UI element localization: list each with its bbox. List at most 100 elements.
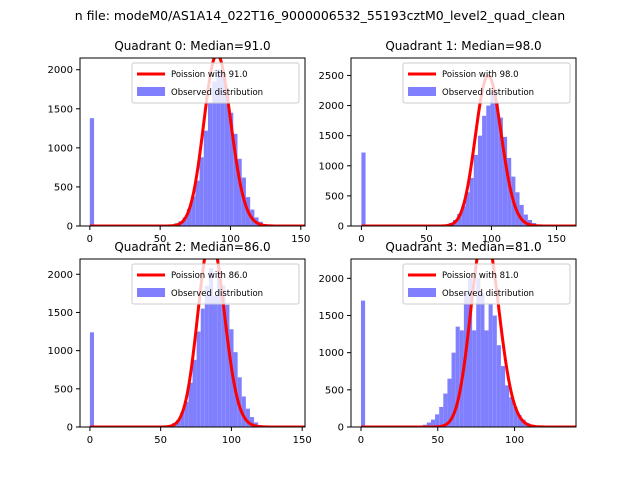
y-tick-label: 500 — [325, 191, 344, 202]
histogram-bar — [455, 326, 460, 427]
legend: Poission with 81.0 Observed distribution — [402, 263, 571, 305]
histogram-bar — [361, 152, 366, 226]
histogram-bar — [523, 214, 528, 226]
plot-area — [360, 259, 576, 427]
axes-frame — [350, 258, 577, 428]
legend-box — [402, 62, 571, 104]
y-tick-label: 2000 — [48, 270, 73, 281]
histogram-bar — [496, 345, 501, 427]
histogram-bar — [461, 206, 466, 226]
x-tick-label: 50 — [154, 435, 167, 446]
legend-hist-swatch — [408, 288, 436, 297]
legend: Poission with 91.0 Observed distribution — [131, 62, 300, 104]
histogram-bar — [484, 330, 489, 427]
y-tick-label: 1500 — [319, 311, 344, 322]
x-tick-label: 0 — [87, 234, 93, 245]
legend-fit-label: Poission with 86.0 — [171, 271, 248, 281]
histogram-bar — [188, 382, 193, 427]
histogram-bar — [513, 406, 518, 427]
histogram-bar — [426, 422, 431, 427]
histogram-bar — [430, 419, 436, 427]
x-tick-label: 100 — [482, 234, 501, 245]
histogram-bar — [457, 213, 462, 226]
y-tick-label: 1500 — [48, 104, 73, 115]
x-tick-label: 100 — [221, 234, 240, 245]
histogram-bar — [507, 157, 512, 226]
histogram-bar — [204, 285, 209, 427]
x-tick-label: 0 — [87, 435, 93, 446]
figure-suptitle: n file: modeM0/AS1A14_022T16_9000006532_… — [75, 8, 565, 23]
histogram-bar — [208, 268, 214, 427]
histogram-bar — [490, 91, 495, 226]
histogram-bar — [203, 130, 208, 226]
histogram-bar — [517, 415, 522, 427]
x-tick-label: 100 — [505, 435, 524, 446]
histogram-bar — [476, 278, 481, 427]
y-tick-label: 1500 — [48, 308, 73, 319]
histogram-bar — [207, 102, 213, 226]
x-tick-label: 0 — [358, 435, 364, 446]
legend-hist-label: Observed distribution — [171, 88, 263, 98]
y-tick-label: 0 — [67, 423, 73, 434]
legend: Poission with 86.0 Observed distribution — [131, 263, 300, 305]
histogram-bar — [443, 393, 448, 427]
y-tick-label: 0 — [67, 222, 73, 233]
axes-frame — [79, 258, 306, 428]
histogram-bar — [482, 115, 487, 226]
y-tick-label: 0 — [338, 222, 344, 233]
histogram-bar — [465, 192, 470, 226]
panel-title: Quadrant 3: Median=81.0 — [385, 240, 541, 254]
histogram-bar — [217, 270, 222, 427]
panel-title: Quadrant 2: Median=86.0 — [114, 240, 270, 254]
legend-box — [131, 62, 300, 104]
histogram-bar — [447, 378, 452, 427]
histogram-bar — [477, 135, 483, 226]
y-tick-label: 0 — [338, 423, 344, 434]
y-tick-label: 500 — [325, 385, 344, 396]
histogram-bar — [486, 105, 491, 226]
histogram-bar — [488, 304, 493, 427]
histogram-bar — [224, 93, 230, 226]
histogram-bar — [184, 401, 189, 427]
x-tick-label: 50 — [420, 234, 433, 245]
histogram-bar — [89, 118, 95, 226]
histogram-bar — [180, 412, 185, 427]
histogram-bar — [492, 315, 497, 427]
histogram-bar — [192, 359, 197, 427]
histogram-bar — [213, 295, 218, 427]
y-tick-label: 1000 — [48, 346, 73, 357]
histogram-bar — [212, 81, 217, 226]
histogram-bar — [176, 420, 181, 427]
panel-title: Quadrant 1: Median=98.0 — [385, 39, 541, 53]
legend-box — [402, 263, 571, 305]
histogram-bar — [451, 352, 456, 427]
legend-fit-label: Poission with 81.0 — [442, 271, 519, 281]
histogram-bar — [229, 329, 234, 427]
y-tick-label: 2000 — [319, 274, 344, 285]
histogram-bar — [494, 102, 499, 226]
histogram-bar — [216, 69, 221, 226]
x-tick-label: 150 — [293, 435, 312, 446]
y-tick-label: 500 — [54, 384, 73, 395]
histogram-bar — [249, 417, 255, 427]
x-tick-label: 150 — [547, 234, 566, 245]
histogram-bar — [468, 278, 473, 427]
histogram-bar — [527, 219, 533, 226]
histogram-bar — [225, 304, 230, 427]
histogram-bar — [505, 385, 510, 427]
x-tick-label: 50 — [154, 234, 167, 245]
histogram-bar — [221, 285, 226, 427]
histogram-bar — [472, 330, 477, 427]
histogram-bar — [233, 133, 238, 226]
histogram-bar — [200, 308, 205, 427]
legend-fit-label: Poission with 91.0 — [171, 70, 248, 80]
legend-hist-label: Observed distribution — [171, 289, 263, 299]
legend-hist-swatch — [137, 87, 165, 96]
legend-hist-label: Observed distribution — [442, 289, 534, 299]
legend-hist-label: Observed distribution — [442, 88, 534, 98]
